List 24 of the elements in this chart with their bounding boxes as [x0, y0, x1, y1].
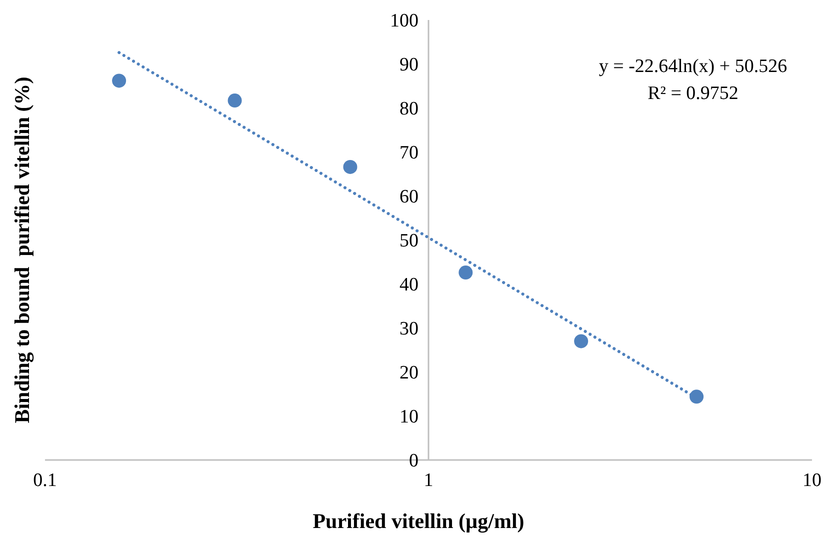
x-tick-label: 10: [802, 470, 822, 491]
y-axis-title: Binding to bound purified vitellin (%): [10, 76, 34, 424]
y-tick-label: 20: [400, 362, 418, 384]
y-tick-label: 100: [390, 10, 418, 32]
y-tick-label: 80: [400, 98, 418, 120]
y-tick-label: 10: [400, 406, 418, 428]
y-tick-label: 90: [400, 54, 418, 76]
y-tick-label: 30: [400, 318, 418, 340]
y-tick-label: 40: [400, 274, 418, 296]
y-tick-label: 50: [400, 230, 418, 252]
point: [112, 74, 126, 88]
y-tick-label: 0: [409, 450, 418, 472]
x-tick-label: 1: [424, 470, 434, 491]
point: [343, 160, 358, 174]
annotation: y = -22.64ln(x) + 50.526: [598, 56, 788, 77]
point: [228, 94, 242, 108]
annotation: R² = 0.9752: [648, 83, 738, 104]
x-tick-label: 0.1: [33, 470, 57, 491]
x-axis-title: Purified vitellin (µg/ml): [312, 509, 524, 533]
y-tick-label: 60: [400, 186, 418, 208]
y-tick-label: 70: [400, 142, 418, 164]
point: [690, 390, 704, 404]
point: [458, 266, 473, 280]
point: [574, 334, 588, 348]
